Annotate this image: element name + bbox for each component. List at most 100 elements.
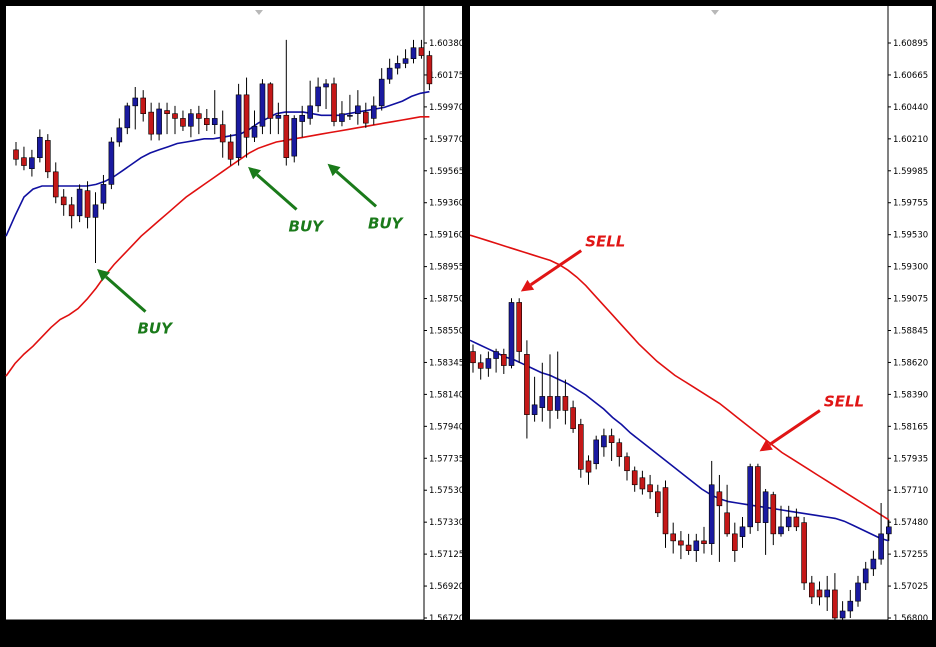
bearish-candle (418, 47, 425, 56)
annotation-arrow-head-icon (520, 279, 535, 292)
y-tick-label: 1.56800 (893, 614, 928, 624)
bearish-candle (631, 470, 638, 486)
bullish-candle (116, 127, 123, 143)
y-tick-label: 1.59075 (893, 295, 928, 305)
bearish-candle (832, 589, 838, 619)
bullish-candle (554, 396, 561, 411)
annotation-arrow-line (768, 409, 821, 446)
y-tick-label: 1.58750 (429, 295, 464, 305)
x-tick-label: 17 Nov 04:00 (851, 625, 908, 635)
bearish-candle (470, 351, 476, 364)
bullish-candle (299, 114, 306, 122)
y-tick-label: 1.59160 (429, 231, 464, 241)
annotation-arrow-head-icon (327, 163, 341, 177)
bearish-candle (793, 516, 800, 528)
y-tick-label: 1.57530 (429, 486, 464, 496)
bullish-candle (76, 188, 83, 217)
price-axis-area (424, 6, 462, 620)
bullish-candle (307, 105, 313, 119)
bearish-candle (585, 460, 592, 473)
annotation-arrow-line (335, 170, 378, 208)
y-tick-label: 1.59755 (893, 199, 928, 209)
bullish-candle (531, 404, 538, 415)
y-tick-label: 1.60175 (429, 71, 464, 81)
chart-right: 1.60895 1.60665 1.60440 1.60210 1.59985 1.597… (470, 6, 932, 635)
y-tick-label: 1.59530 (893, 231, 928, 241)
bearish-candle (180, 118, 186, 127)
y-tick-label: 1.58550 (429, 327, 464, 337)
bearish-candle (331, 83, 337, 122)
bullish-candle (747, 466, 754, 528)
bearish-candle (219, 124, 226, 143)
bullish-candle (855, 582, 861, 602)
bullish-candle (37, 136, 43, 158)
bullish-candle (29, 157, 35, 169)
bullish-candle (778, 526, 784, 535)
bullish-candle (862, 568, 869, 584)
bearish-candle (685, 544, 692, 551)
y-tick-label: 1.57735 (429, 454, 464, 464)
moving-average-fast-line (470, 339, 890, 542)
bullish-candle (355, 105, 361, 114)
y-tick-label: 1.58955 (429, 263, 464, 273)
bearish-candle (68, 204, 75, 217)
bearish-candle (755, 466, 761, 523)
bearish-candle (678, 540, 684, 546)
bullish-candle (601, 435, 607, 448)
y-tick-label: 1.59985 (893, 167, 928, 177)
bearish-candle (21, 157, 27, 166)
annotation-label: BUY (138, 320, 175, 338)
bullish-candle (708, 484, 715, 544)
plot-area (470, 6, 888, 620)
bullish-candle (493, 351, 499, 359)
y-tick-label: 1.56920 (429, 582, 464, 592)
bullish-candle (824, 589, 831, 598)
bullish-candle (156, 108, 162, 135)
moving-average-slow-line (470, 234, 890, 521)
annotation-arrow-head-icon (97, 268, 110, 282)
chart-panel-left: 1.60380 1.60175 1.59970 1.59770 1.59565 1.593… (0, 0, 466, 647)
y-tick-label: 1.56720 (429, 614, 464, 624)
bullish-candle (370, 105, 377, 119)
annotation-arrow-head-icon (759, 439, 773, 452)
annotation-label: BUY (289, 218, 326, 236)
bearish-candle (578, 424, 584, 470)
bearish-candle (60, 196, 67, 206)
y-tick-label: 1.60665 (893, 71, 928, 81)
annotation-arrow-line (105, 275, 147, 313)
bullish-candle (259, 83, 266, 127)
bearish-candle (477, 362, 484, 369)
bullish-candle (315, 86, 321, 107)
bearish-candle (547, 396, 553, 411)
bearish-candle (13, 149, 19, 160)
bearish-candle (716, 491, 723, 507)
bearish-candle (608, 435, 615, 443)
bearish-candle (204, 118, 210, 125)
y-tick-label: 1.57255 (893, 550, 928, 560)
y-tick-label: 1.59970 (429, 103, 464, 113)
bearish-candle (84, 190, 91, 218)
bullish-candle (339, 113, 345, 122)
bearish-candle (362, 111, 369, 124)
y-tick-label: 1.60895 (893, 39, 928, 49)
chart-panel-right: 1.60895 1.60665 1.60440 1.60210 1.59985 1.597… (470, 0, 936, 647)
y-tick-label: 1.57025 (893, 582, 928, 592)
annotation-arrow-line (529, 249, 583, 287)
bearish-candle (164, 110, 170, 114)
bearish-candle (516, 302, 523, 352)
bullish-candle (211, 118, 218, 125)
y-tick-label: 1.57935 (893, 454, 928, 464)
bullish-candle (485, 358, 492, 369)
y-tick-label: 1.57125 (429, 550, 464, 560)
bullish-candle (291, 118, 298, 157)
y-tick-label: 1.60380 (429, 39, 464, 49)
bullish-candle (394, 63, 401, 69)
x-tick-label: 26 Oct 05:00 (389, 625, 444, 635)
y-tick-label: 1.59360 (429, 199, 464, 209)
bullish-candle (539, 396, 546, 408)
bearish-candle (701, 540, 707, 544)
bearish-candle (267, 83, 274, 119)
y-tick-label: 1.59770 (429, 135, 464, 145)
bullish-candle (402, 58, 409, 64)
bearish-candle (624, 456, 630, 472)
